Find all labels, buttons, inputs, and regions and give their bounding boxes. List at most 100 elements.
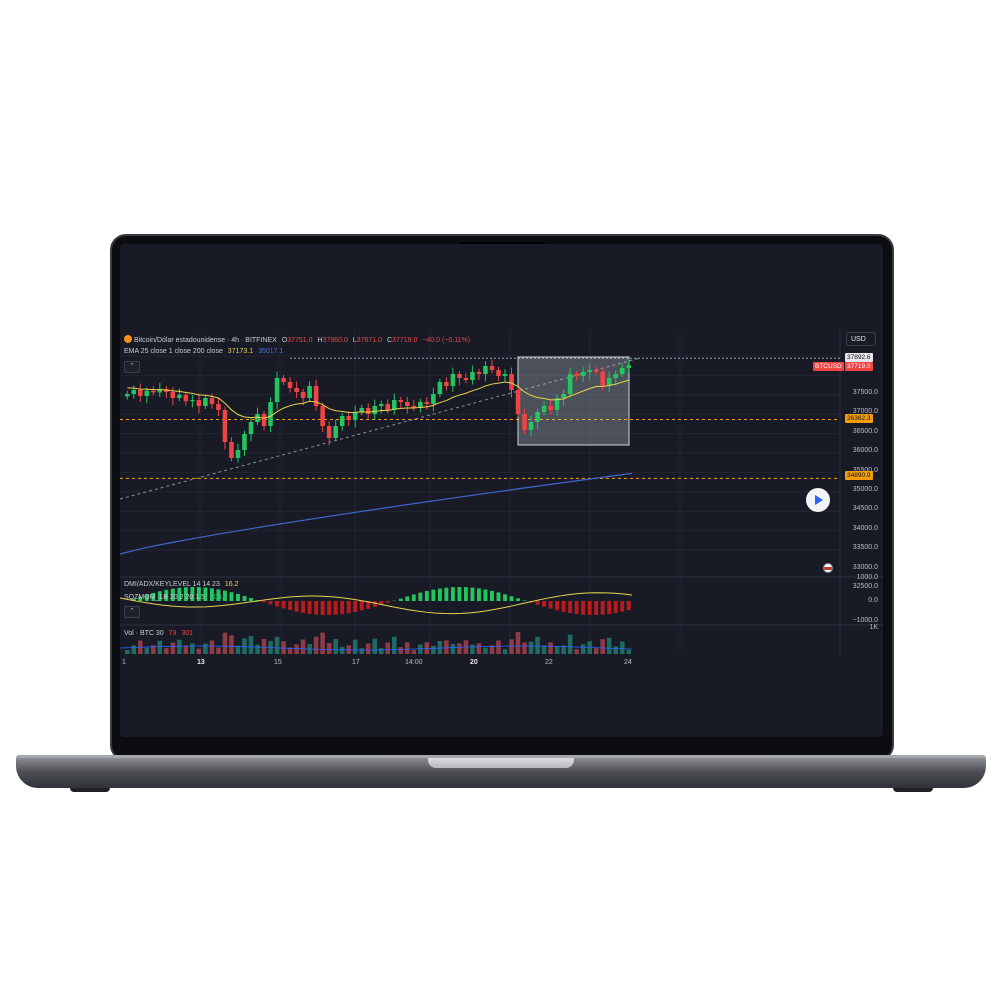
momentum-bar xyxy=(307,601,312,614)
momentum-bar xyxy=(535,601,540,605)
momentum-bar xyxy=(476,588,481,601)
candle-body xyxy=(476,372,482,374)
momentum-bar xyxy=(209,588,214,601)
candle-body xyxy=(131,390,137,394)
ohlc-low: 37671.0 xyxy=(356,337,383,344)
candle-body xyxy=(248,422,254,434)
candle-body xyxy=(567,374,573,394)
candle-body xyxy=(326,426,332,438)
ema-long-line xyxy=(120,472,633,555)
volume-bar xyxy=(124,650,130,654)
momentum-bar xyxy=(594,601,599,615)
volume-bar xyxy=(593,648,599,654)
candle-body xyxy=(222,410,228,442)
momentum-bar xyxy=(236,593,240,601)
momentum-bar xyxy=(366,601,371,609)
volume-bar xyxy=(281,641,286,654)
momentum-bar xyxy=(509,596,514,601)
volume-value-1: 73 xyxy=(168,630,177,637)
momentum-bar xyxy=(196,587,201,601)
candle-body xyxy=(509,374,514,390)
replay-play-button[interactable] xyxy=(806,488,830,512)
volume-bar xyxy=(255,644,260,654)
chevron-up-icon: ⌃ xyxy=(129,608,135,615)
momentum-bar xyxy=(496,592,501,601)
ohlc-open-label: O xyxy=(281,337,288,344)
momentum-bar xyxy=(268,601,273,605)
candle-body xyxy=(580,372,586,376)
momentum-bar xyxy=(333,601,338,615)
dmi-legend[interactable]: DMI/ADX/KEYLEVEL 14 14 23 16.2 xyxy=(124,581,241,588)
volume-bar xyxy=(580,644,586,654)
candle-body xyxy=(378,404,384,406)
momentum-bar xyxy=(157,591,162,601)
momentum-bar xyxy=(470,587,475,601)
price-axis-label: 33500.0 xyxy=(852,544,878,552)
momentum-bar xyxy=(249,597,253,601)
volume-bar xyxy=(418,644,423,654)
price-tag-level-2: 34890.9 xyxy=(845,471,873,480)
price-axis-label: 32500.0 xyxy=(852,583,878,590)
volume-bar xyxy=(444,640,449,654)
volume-bar xyxy=(405,642,410,654)
currency-selector[interactable]: USD xyxy=(846,332,876,346)
volume-bar xyxy=(411,650,417,654)
ema-value-long: 35017.1 xyxy=(258,348,284,355)
momentum-bar xyxy=(385,601,390,603)
chart-title[interactable]: Bitcoin/Dólar estadounidense · 4h · BITF… xyxy=(134,337,277,344)
collapse-legend-button[interactable]: ⌃ xyxy=(124,361,140,373)
ema-short-line xyxy=(127,379,629,419)
candle-body xyxy=(164,389,169,392)
momentum-bar xyxy=(405,596,410,601)
candle-body xyxy=(261,414,267,426)
time-axis-label: 14:00 xyxy=(405,659,423,666)
momentum-bar xyxy=(359,601,364,611)
volume-bar xyxy=(496,640,501,654)
volume-bar xyxy=(164,647,169,654)
candle-body xyxy=(418,402,423,408)
momentum-bar xyxy=(463,587,468,601)
chevron-up-icon: ⌃ xyxy=(129,363,135,370)
selection-box xyxy=(517,356,630,446)
candle-body xyxy=(346,416,351,420)
momentum-bar xyxy=(620,601,625,612)
volume-bar xyxy=(235,645,241,654)
candle-body xyxy=(450,374,456,386)
volume-bar xyxy=(489,645,495,654)
candle-body xyxy=(431,394,436,404)
momentum-bar xyxy=(457,587,462,601)
ema-legend[interactable]: EMA 25 close 1 close 200 close 37173.1 3… xyxy=(124,348,286,355)
volume-bar xyxy=(131,645,137,654)
momentum-bar xyxy=(281,601,286,609)
momentum-bar xyxy=(242,595,247,601)
momentum-bar xyxy=(411,594,416,601)
volume-bar xyxy=(626,649,632,654)
momentum-bar xyxy=(516,598,520,601)
volume-legend[interactable]: Vol · BTC 30 73 301 xyxy=(124,630,196,637)
momentum-bar xyxy=(587,601,592,615)
candle-body xyxy=(593,370,599,372)
momentum-bar xyxy=(177,587,182,601)
candle-body xyxy=(235,450,241,458)
momentum-bar xyxy=(262,601,266,603)
us-flag-icon[interactable] xyxy=(823,563,833,573)
volume-bar xyxy=(177,639,182,654)
momentum-bar xyxy=(574,601,579,615)
candle-body xyxy=(281,378,286,382)
candle-body xyxy=(515,390,521,414)
volume-bar xyxy=(359,648,364,654)
momentum-bar xyxy=(372,601,377,607)
symbol-tag: BTCUSD xyxy=(813,362,844,371)
sqzmom-legend[interactable]: SQZMOM_LB 20 2 20 1.5 708.2 xyxy=(124,594,230,601)
collapse-indicator-button[interactable]: ⌃ xyxy=(124,606,140,618)
volume-axis-label: 1K xyxy=(869,624,878,631)
candle-body xyxy=(333,426,338,438)
candle-body xyxy=(307,386,312,398)
volume-bar xyxy=(287,647,293,654)
candle-body xyxy=(352,412,358,420)
sqzmom-label: SQZMOM_LB 20 2 20 1.5 xyxy=(124,594,205,601)
momentum-bar xyxy=(144,594,149,601)
ohlc-high: 37960.0 xyxy=(322,337,348,344)
candle-body xyxy=(216,404,221,410)
price-chart[interactable] xyxy=(120,244,883,737)
